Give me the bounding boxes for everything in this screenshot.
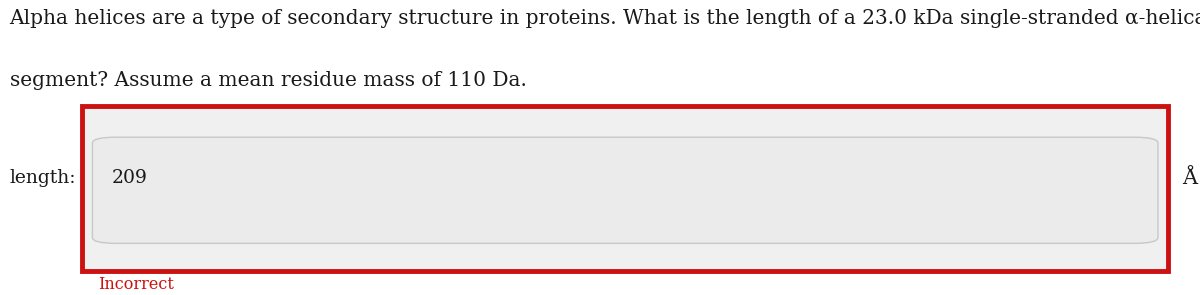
Text: Å: Å	[1182, 169, 1198, 188]
Text: length:: length:	[10, 169, 76, 188]
Text: segment? Assume a mean residue mass of 110 Da.: segment? Assume a mean residue mass of 1…	[10, 71, 527, 90]
Text: Incorrect: Incorrect	[98, 276, 174, 293]
FancyBboxPatch shape	[82, 106, 1168, 271]
Text: Alpha helices are a type of secondary structure in proteins. What is the length : Alpha helices are a type of secondary st…	[10, 9, 1200, 28]
FancyBboxPatch shape	[92, 137, 1158, 243]
Text: 209: 209	[112, 169, 148, 188]
